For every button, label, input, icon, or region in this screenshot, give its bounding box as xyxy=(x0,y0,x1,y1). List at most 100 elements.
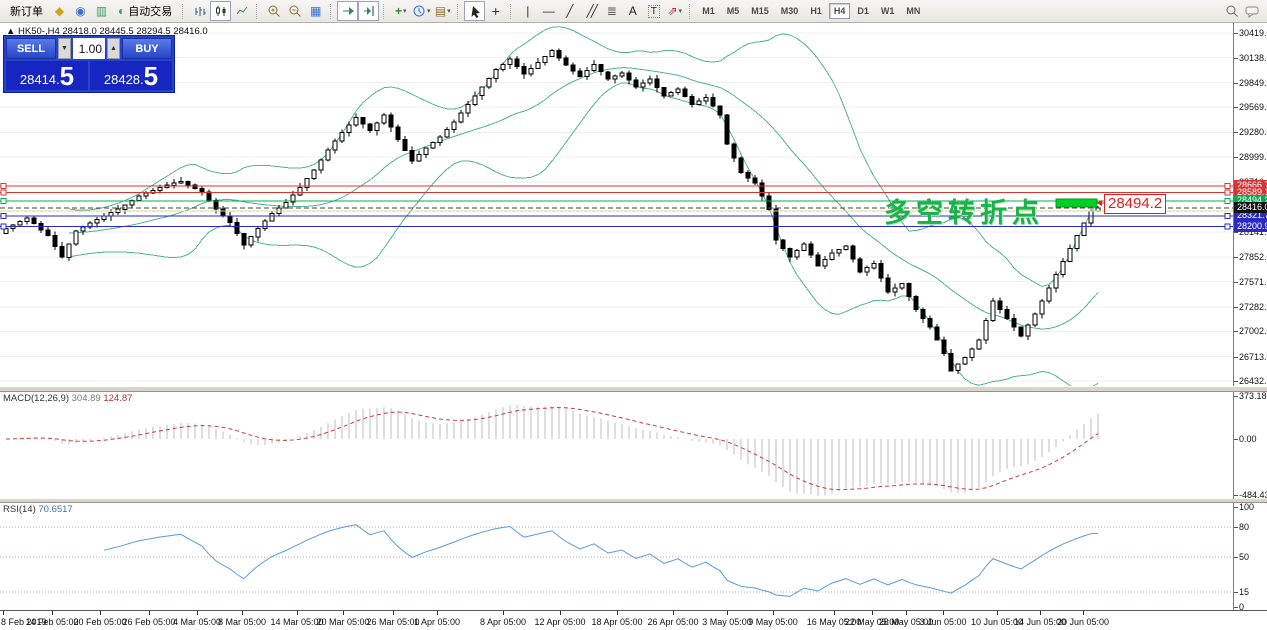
line-chart-icon[interactable] xyxy=(231,1,252,21)
timeframe-mn[interactable]: MN xyxy=(901,3,925,19)
time-axis[interactable]: 8 Feb 2019 14 Feb 05:00 20 Feb 05:00 26 Feb… xyxy=(0,610,1267,630)
time-label: 26 Mar 05:00 xyxy=(366,617,420,627)
buy-price-big: 5 xyxy=(143,61,159,91)
periods-icon[interactable]: ▾ xyxy=(411,1,432,21)
chat-icon[interactable] xyxy=(1242,1,1263,21)
autotrading-button[interactable]: ◐ 自动交易 xyxy=(112,2,178,20)
sell-price-display[interactable]: 28414. 5 xyxy=(6,61,88,90)
cursor-icon[interactable] xyxy=(464,1,486,21)
highlight-box[interactable] xyxy=(1055,198,1098,208)
time-label: 26 Apr 05:00 xyxy=(647,617,699,627)
time-label: 28 May 05:00 xyxy=(878,617,934,627)
macd-label: MACD(12,26,9) 304.89 124.87 xyxy=(3,393,133,404)
buy-price-display[interactable]: 28428. 5 xyxy=(90,61,172,90)
equidistant-channel-icon[interactable]: ╱╱ xyxy=(586,4,598,18)
macd-plot[interactable] xyxy=(0,392,1233,504)
volume-up-button[interactable]: ▲ xyxy=(107,38,120,59)
rsi-plot[interactable] xyxy=(0,503,1233,615)
price-tick: 27282.5 xyxy=(1239,301,1267,312)
trend-line-icon[interactable]: ╱ xyxy=(566,4,574,18)
rsi-scale[interactable]: 100 80 50 15 0 xyxy=(1233,503,1267,610)
time-label: 3 May 05:00 xyxy=(702,617,752,627)
time-label: 22 May 05:00 xyxy=(844,617,900,627)
timeframe-m5[interactable]: M5 xyxy=(722,3,745,19)
volume-down-button[interactable]: ▼ xyxy=(58,38,71,59)
horizontal-line-icon[interactable]: — xyxy=(542,4,555,18)
macd-scale[interactable]: 373.18 0.00 -484.43 xyxy=(1233,392,1267,499)
sell-price-main: 28414. xyxy=(19,72,60,87)
rsi-axis-label: 0 xyxy=(1239,602,1245,610)
toolbar-separator xyxy=(510,3,513,19)
panel-splitter[interactable] xyxy=(0,499,1267,503)
time-label: 9 May 05:00 xyxy=(748,617,798,627)
macd-signal-line xyxy=(5,407,1099,491)
volume-input[interactable]: 1.00 xyxy=(73,38,105,59)
time-label: 14 Jun 05:00 xyxy=(1013,617,1067,627)
time-label: 20 Jun 05:00 xyxy=(1056,617,1110,627)
timeframe-h4[interactable]: H4 xyxy=(828,3,851,19)
search-icon[interactable] xyxy=(1221,1,1242,21)
time-label: 1 Apr 05:00 xyxy=(413,617,461,627)
text-icon[interactable]: A xyxy=(628,4,637,18)
tile-windows-icon[interactable]: ▦ xyxy=(310,4,322,18)
timeframe-d1[interactable]: D1 xyxy=(852,3,874,19)
price-tick: 27002.0 xyxy=(1239,326,1267,337)
arrows-icon[interactable]: ⇗ ▾ xyxy=(667,4,683,18)
price-tick: 28141.0 xyxy=(1239,226,1267,237)
new-order-button[interactable]: 新订单 xyxy=(4,2,49,20)
price-label: 28589.1 xyxy=(1234,186,1267,198)
toolbar-separator xyxy=(182,3,185,19)
timeframe-w1[interactable]: W1 xyxy=(876,3,900,19)
buy-price-main: 28428. xyxy=(103,72,144,87)
auto-scroll-icon[interactable] xyxy=(337,1,359,21)
price-label: 28494.2 xyxy=(1234,195,1267,206)
candlestick-chart-icon[interactable] xyxy=(210,1,232,21)
chart-symbol-icon: ▲ xyxy=(6,26,16,37)
timeframe-m15[interactable]: M15 xyxy=(746,3,774,19)
zoom-out-icon[interactable] xyxy=(284,1,305,21)
market-watch-icon[interactable]: ◆ xyxy=(54,4,65,18)
annotation-text[interactable]: 多空转折点 xyxy=(884,198,1044,228)
buy-button[interactable]: BUY xyxy=(122,38,172,59)
data-window-icon[interactable]: ▥ xyxy=(95,4,108,18)
annotation-arrow xyxy=(1097,200,1102,206)
time-label: 14 Feb 05:00 xyxy=(25,617,79,627)
rsi-axis-label: 80 xyxy=(1239,522,1250,532)
price-tick: 30419.0 xyxy=(1239,28,1267,38)
timeframe-m1[interactable]: M1 xyxy=(697,3,720,19)
time-label: 8 Apr 05:00 xyxy=(479,617,527,627)
toolbar-separator xyxy=(383,3,386,19)
time-label: 20 Mar 05:00 xyxy=(316,617,370,627)
price-tick: 29849.5 xyxy=(1239,77,1267,88)
time-label: 12 Apr 05:00 xyxy=(534,617,586,627)
chart-shift-icon[interactable] xyxy=(358,1,380,21)
text-label-icon[interactable]: T xyxy=(643,1,664,21)
time-label: 14 Mar 05:00 xyxy=(270,617,324,627)
price-label: 28321.7 xyxy=(1234,210,1267,222)
time-label: 10 Jun 05:00 xyxy=(970,617,1024,627)
chart-header-text: HK50-,H4 28418.0 28445.5 28294.5 28416.0 xyxy=(18,26,208,37)
crosshair-icon[interactable]: + xyxy=(491,3,500,19)
price-tick: 27852.0 xyxy=(1239,252,1267,263)
timeframe-h1[interactable]: H1 xyxy=(805,3,827,19)
macd-axis-label: 373.18 xyxy=(1239,392,1267,401)
macd-value-signal: 124.87 xyxy=(103,393,133,404)
navigator-icon[interactable]: ◉ xyxy=(75,4,86,18)
timeframe-m30[interactable]: M30 xyxy=(776,3,804,19)
templates-icon[interactable]: ▤ ▾ xyxy=(434,4,451,18)
time-label: 8 Mar 05:00 xyxy=(217,617,267,627)
panel-splitter[interactable] xyxy=(0,386,1267,392)
main-chart-plot[interactable] xyxy=(0,23,1233,391)
zoom-in-icon[interactable] xyxy=(263,1,284,21)
bar-chart-icon[interactable] xyxy=(189,1,210,21)
vertical-line-icon[interactable]: | xyxy=(526,4,530,18)
rsi-label: RSI(14) 70.6517 xyxy=(3,504,73,515)
toolbar-separator xyxy=(457,3,460,19)
rsi-axis-label: 100 xyxy=(1239,503,1255,512)
main-price-scale[interactable]: 30419.0 30138.5 29849.5 29569.0 29280.0 28999… xyxy=(1233,23,1267,386)
fibonacci-icon[interactable]: ≣ xyxy=(606,4,617,18)
indicators-add-icon[interactable]: + ▾ xyxy=(394,4,407,18)
sell-button[interactable]: SELL xyxy=(6,38,56,59)
annotation-price-box[interactable]: 28494.2 xyxy=(1104,194,1167,214)
price-tick: 26713.0 xyxy=(1239,351,1267,362)
